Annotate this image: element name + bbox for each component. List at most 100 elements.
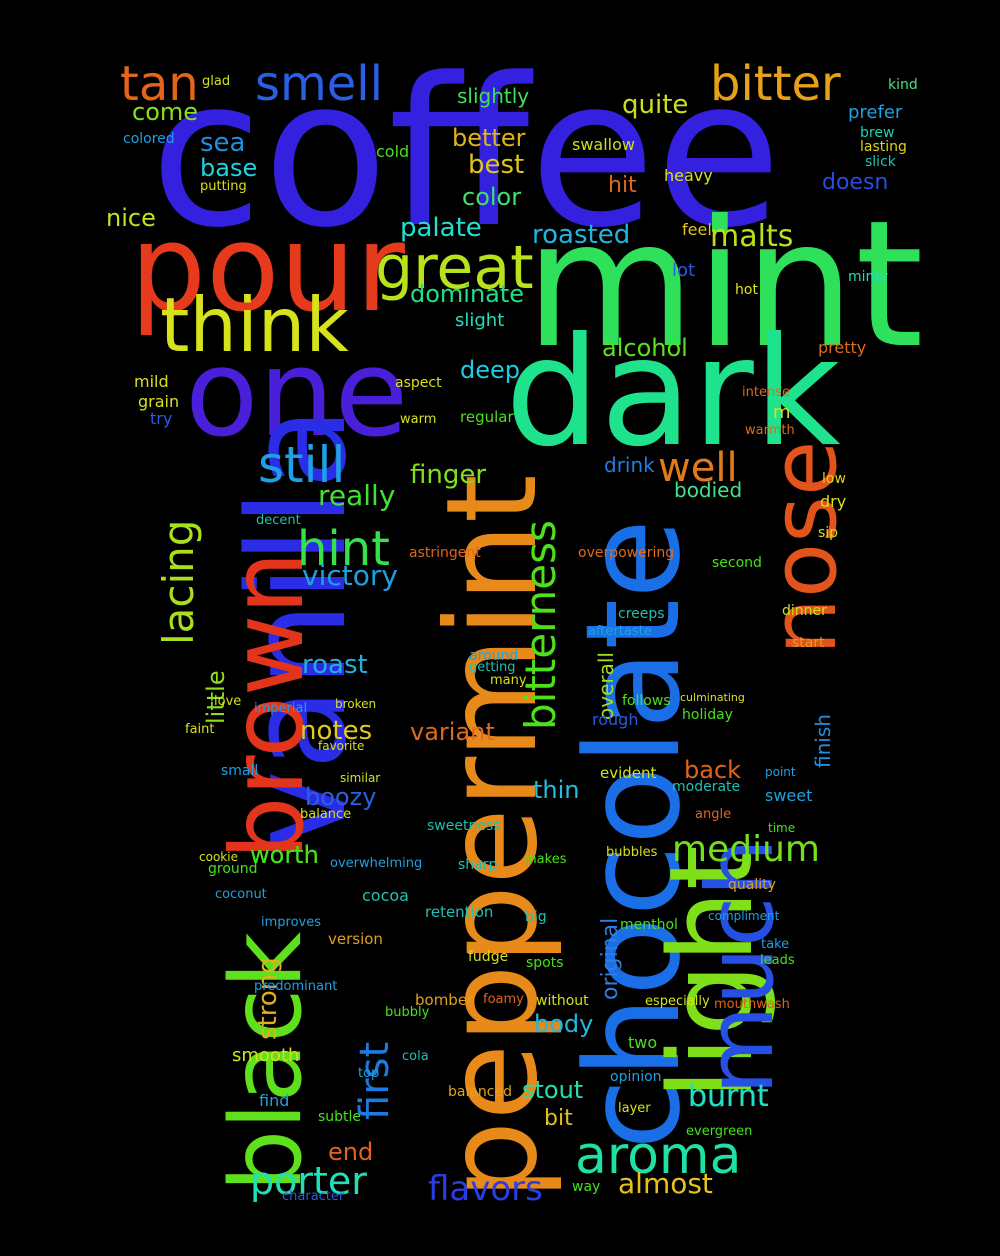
word-lasting: lasting bbox=[860, 139, 907, 155]
word-worth: worth bbox=[250, 841, 319, 869]
word-culminating: culminating bbox=[680, 691, 745, 704]
word-foamy: foamy bbox=[483, 992, 524, 1007]
word-similar: similar bbox=[340, 771, 381, 785]
word-moderate: moderate bbox=[672, 779, 741, 795]
word-balanced: balanced bbox=[448, 1084, 513, 1100]
word-notes: notes bbox=[300, 716, 373, 746]
word-medium: medium bbox=[672, 829, 820, 870]
word-follows: follows bbox=[622, 693, 671, 709]
word-start: start bbox=[792, 635, 825, 651]
word-sweet: sweet bbox=[765, 786, 813, 805]
word-great: great bbox=[375, 233, 534, 303]
word-m: m bbox=[773, 402, 791, 423]
word-intense: intense bbox=[742, 385, 790, 400]
word-regular: regular bbox=[460, 408, 514, 426]
word-aspect: aspect bbox=[395, 375, 442, 391]
word-evergreen: evergreen bbox=[686, 1124, 753, 1139]
word-aftertaste: aftertaste bbox=[588, 624, 652, 639]
word-back: back bbox=[684, 756, 742, 784]
word-aroma: aroma bbox=[575, 1126, 742, 1186]
word-many: many bbox=[490, 673, 527, 688]
word-malts: malts bbox=[710, 219, 794, 254]
word-pretty: pretty bbox=[818, 338, 867, 357]
word-sea: sea bbox=[200, 128, 246, 158]
word-one: one bbox=[185, 325, 409, 464]
word-lot: lot bbox=[672, 260, 696, 281]
word-drink: drink bbox=[604, 453, 655, 477]
word-bitter: bitter bbox=[710, 56, 841, 112]
word-boozy: boozy bbox=[305, 783, 377, 811]
word-coffee: coffee bbox=[150, 35, 782, 273]
word-mouthwash: mouthwash bbox=[714, 997, 790, 1012]
word-minty: minty bbox=[848, 269, 889, 285]
word-victory: victory bbox=[302, 559, 398, 592]
word-character: character bbox=[282, 1189, 345, 1204]
word-base: base bbox=[200, 154, 258, 182]
word-mild: mild bbox=[134, 372, 169, 391]
word-best: best bbox=[468, 150, 525, 180]
word-deep: deep bbox=[460, 356, 520, 384]
word-faint: faint bbox=[185, 722, 215, 737]
word-worth: worth bbox=[250, 841, 319, 869]
word-pour: pour bbox=[130, 200, 405, 339]
word-grain: grain bbox=[138, 392, 180, 411]
word-decent: decent bbox=[256, 513, 301, 528]
word-slightly: slightly bbox=[457, 84, 530, 108]
word-bitterness: bitterness bbox=[516, 520, 565, 730]
word-rough: rough bbox=[592, 710, 639, 729]
word-retention: retention bbox=[425, 903, 494, 921]
word-subtle: subtle bbox=[318, 1109, 362, 1125]
word-balance: balance bbox=[300, 807, 352, 822]
word-small: small bbox=[221, 763, 259, 779]
word-imperial: imperial bbox=[254, 701, 308, 716]
word-low: low bbox=[822, 471, 846, 487]
word-dry: dry bbox=[820, 492, 847, 511]
word-cocoa: cocoa bbox=[362, 886, 409, 905]
word-color: color bbox=[462, 183, 522, 211]
word-burnt: burnt bbox=[688, 1079, 769, 1114]
word-cola: cola bbox=[402, 1049, 429, 1064]
word-alcohol: alcohol bbox=[602, 334, 688, 362]
word-hit: hit bbox=[608, 173, 637, 198]
word-without: without bbox=[536, 993, 589, 1009]
word-big: big bbox=[525, 909, 547, 925]
word-slight: slight bbox=[455, 310, 505, 331]
word-sweetness: sweetness bbox=[427, 818, 501, 834]
word-two: two bbox=[628, 1033, 658, 1052]
word-astringent: astringent bbox=[409, 545, 481, 561]
word-around: around bbox=[469, 648, 519, 664]
word-getting: getting bbox=[469, 660, 516, 675]
word-body: body bbox=[534, 1010, 594, 1038]
word-slick: slick bbox=[865, 154, 896, 170]
word-especially: especially bbox=[645, 994, 710, 1009]
word-holiday: holiday bbox=[682, 707, 733, 723]
word-smell: smell bbox=[255, 56, 383, 112]
word-cookie: cookie bbox=[199, 850, 238, 864]
word-brew: brew bbox=[860, 125, 895, 141]
word-end: end bbox=[328, 1138, 374, 1166]
word-warm: warm bbox=[400, 412, 437, 427]
word-burnt: burnt bbox=[688, 1079, 769, 1114]
word-really: really bbox=[318, 479, 396, 512]
word-mint: mint bbox=[525, 184, 924, 387]
word-improves: improves bbox=[261, 915, 322, 930]
word-try: try bbox=[150, 409, 173, 428]
word-overwhelming: overwhelming bbox=[330, 856, 423, 871]
word-bubbles: bubbles bbox=[606, 845, 658, 860]
word-colored: colored bbox=[123, 131, 175, 147]
word-bomber: bomber bbox=[415, 991, 474, 1009]
word-take: take bbox=[761, 937, 790, 952]
word-bit: bit bbox=[544, 1106, 573, 1131]
word-thin: thin bbox=[533, 776, 580, 804]
word-hint: hint bbox=[297, 521, 390, 577]
word-sharp: sharp bbox=[458, 857, 498, 873]
word-heavy: heavy bbox=[664, 166, 713, 185]
word-porter: porter bbox=[250, 1159, 367, 1203]
word-quite: quite bbox=[622, 90, 689, 120]
word-prefer: prefer bbox=[848, 102, 903, 123]
word-broken: broken bbox=[335, 697, 377, 711]
word-warmth: warmth bbox=[745, 423, 795, 438]
word-finger: finger bbox=[410, 460, 487, 490]
word-cold: cold bbox=[376, 142, 410, 161]
